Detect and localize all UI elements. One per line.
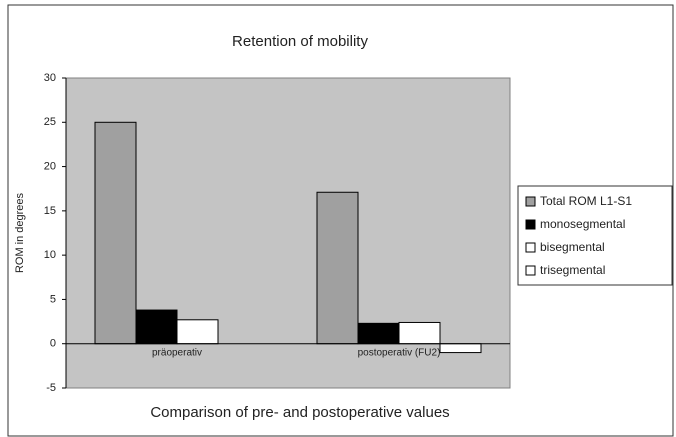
y-tick-label: 5 bbox=[50, 293, 56, 305]
y-tick-label: 10 bbox=[44, 249, 56, 261]
legend-label: monosegmental bbox=[540, 217, 625, 231]
y-tick-label: 30 bbox=[44, 72, 56, 84]
bar bbox=[176, 319, 219, 345]
bar bbox=[398, 321, 441, 345]
y-axis-title: ROM in degrees bbox=[14, 192, 26, 273]
chart-title: Retention of mobility bbox=[232, 33, 368, 50]
y-tick-label: 15 bbox=[44, 205, 56, 217]
bar bbox=[439, 343, 482, 354]
y-tick-label: 25 bbox=[44, 116, 56, 128]
legend-swatch bbox=[525, 196, 536, 207]
y-tick-label: 0 bbox=[50, 338, 56, 350]
legend-label: bisegmental bbox=[540, 240, 605, 254]
x-axis-title: Comparison of pre- and postoperative val… bbox=[150, 404, 449, 421]
y-tick-label: 20 bbox=[44, 160, 56, 172]
legend-label: Total ROM L1-S1 bbox=[540, 194, 632, 208]
legend-swatch bbox=[525, 265, 536, 276]
legend-swatch bbox=[525, 242, 536, 253]
bar bbox=[357, 322, 400, 345]
x-tick-label: präoperativ bbox=[152, 347, 202, 358]
legend-label: trisegmental bbox=[540, 263, 605, 277]
y-tick-label: -5 bbox=[46, 382, 56, 394]
bar bbox=[135, 309, 178, 345]
bar bbox=[316, 191, 359, 345]
x-tick-label: postoperativ (FU2) bbox=[358, 347, 441, 358]
legend-swatch bbox=[525, 219, 536, 230]
bar bbox=[94, 121, 137, 345]
legend-box bbox=[517, 185, 673, 286]
